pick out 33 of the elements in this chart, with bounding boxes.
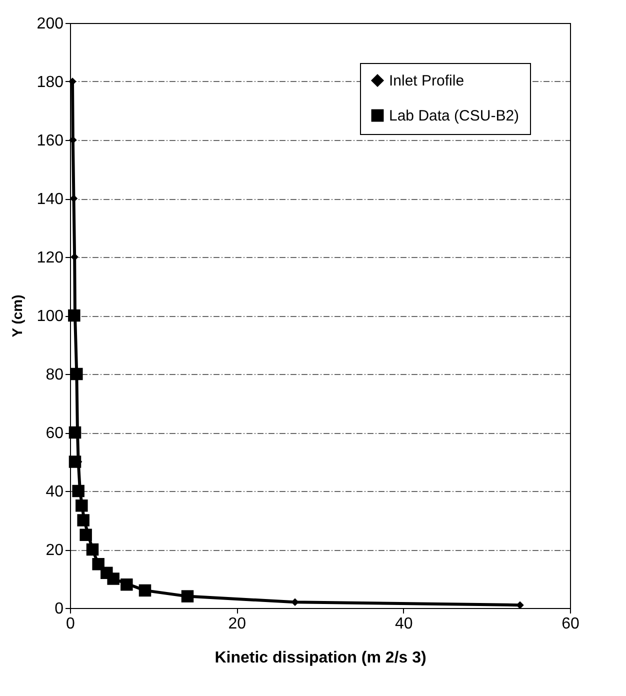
x-tick-label: 0 (66, 616, 76, 632)
y-tick-label: 180 (36, 74, 64, 91)
point (72, 484, 84, 498)
point (68, 309, 80, 322)
point (86, 543, 99, 556)
point (80, 528, 92, 541)
x-tick-label: 60 (562, 616, 580, 632)
point (76, 500, 88, 512)
point (120, 578, 133, 591)
point (181, 590, 194, 602)
x-tick-label: 20 (228, 616, 246, 632)
point (92, 558, 104, 570)
y-tick-label: 20 (46, 542, 64, 559)
y-tick-label: 40 (46, 484, 64, 500)
point (68, 426, 82, 439)
legend-label: Lab Data (CSU-B2) (389, 108, 520, 124)
y-tick-label: 160 (36, 132, 64, 150)
y-tick-label: 100 (36, 308, 64, 325)
y-tick-label: 60 (46, 425, 64, 442)
y-tick-label: 0 (54, 600, 64, 618)
point (70, 368, 83, 380)
x-axis-title: Kinetic dissipation (m 2/s 3) (214, 650, 426, 666)
point (77, 514, 90, 526)
point (291, 598, 299, 606)
x-tick-label: 40 (394, 616, 413, 632)
y-tick-label: 80 (46, 366, 64, 384)
point (138, 584, 152, 597)
y-tick-label: 120 (36, 250, 64, 266)
y-axis-title: Y (cm) (8, 294, 25, 338)
y-tick-label: 140 (36, 191, 64, 208)
y-tick-label: 200 (36, 16, 64, 32)
legend-label: Inlet Profile (389, 72, 464, 90)
point (68, 456, 82, 468)
